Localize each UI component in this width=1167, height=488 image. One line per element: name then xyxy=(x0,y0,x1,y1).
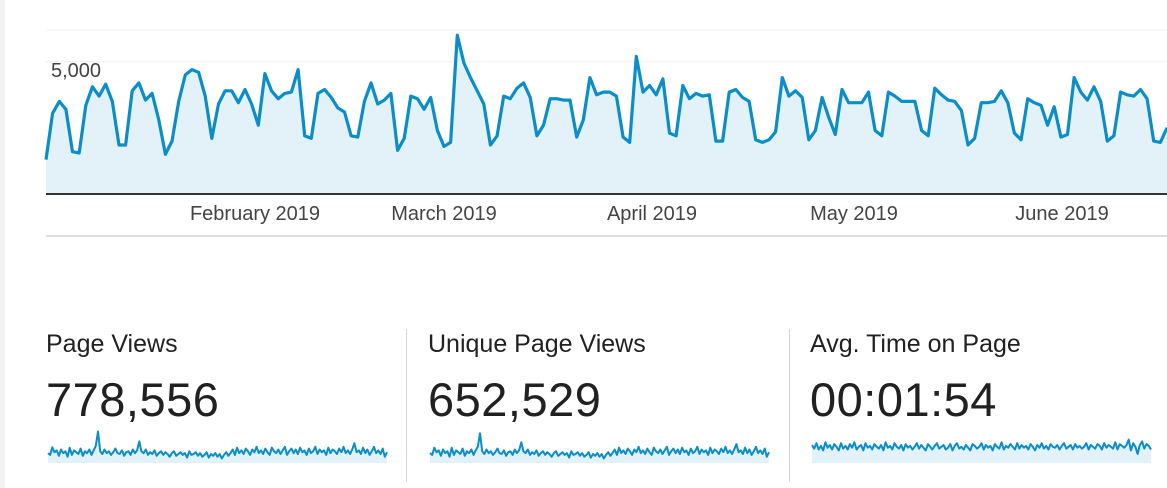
metric-sparkline xyxy=(47,430,388,463)
metric-unique-page-views[interactable]: Unique Page Views 652,529 xyxy=(428,325,773,485)
sparkline-line xyxy=(811,438,1152,455)
metric-label: Avg. Time on Page xyxy=(810,330,1021,358)
sparkline-area xyxy=(430,433,769,463)
x-axis-label-may: May 2019 xyxy=(810,203,898,225)
sparkline-line xyxy=(429,432,770,460)
metric-value: 778,556 xyxy=(46,373,220,426)
metric-page-views[interactable]: Page Views 778,556 xyxy=(46,325,391,485)
metric-sparkline xyxy=(811,438,1152,463)
y-axis-tick-label: 5,000 xyxy=(51,60,102,82)
series-line xyxy=(44,33,1167,160)
left-edge-rule xyxy=(0,0,5,488)
series-area xyxy=(46,35,1167,195)
sparkline-area xyxy=(812,439,1151,463)
timeline-chart-svg xyxy=(44,29,1167,195)
chart-bottom-rule xyxy=(46,235,1167,237)
metric-value: 00:01:54 xyxy=(810,373,997,426)
metric-divider xyxy=(406,329,407,482)
metric-divider xyxy=(789,329,790,482)
timeline-chart: 5,000 February 2019 March 2019 April 201… xyxy=(0,0,1167,240)
x-axis-label-june: June 2019 xyxy=(1015,203,1109,225)
x-axis-label-april: April 2019 xyxy=(606,203,698,225)
metric-label: Unique Page Views xyxy=(428,330,646,358)
x-axis-label-march: March 2019 xyxy=(391,203,497,225)
sparkline-line xyxy=(47,430,388,460)
metric-sparkline xyxy=(429,432,770,463)
metric-avg-time-on-page[interactable]: Avg. Time on Page 00:01:54 xyxy=(810,325,1155,485)
metric-value: 652,529 xyxy=(428,373,602,426)
metric-label: Page Views xyxy=(46,330,178,358)
x-axis-label-february: February 2019 xyxy=(189,203,321,225)
sparkline-area xyxy=(48,431,387,463)
